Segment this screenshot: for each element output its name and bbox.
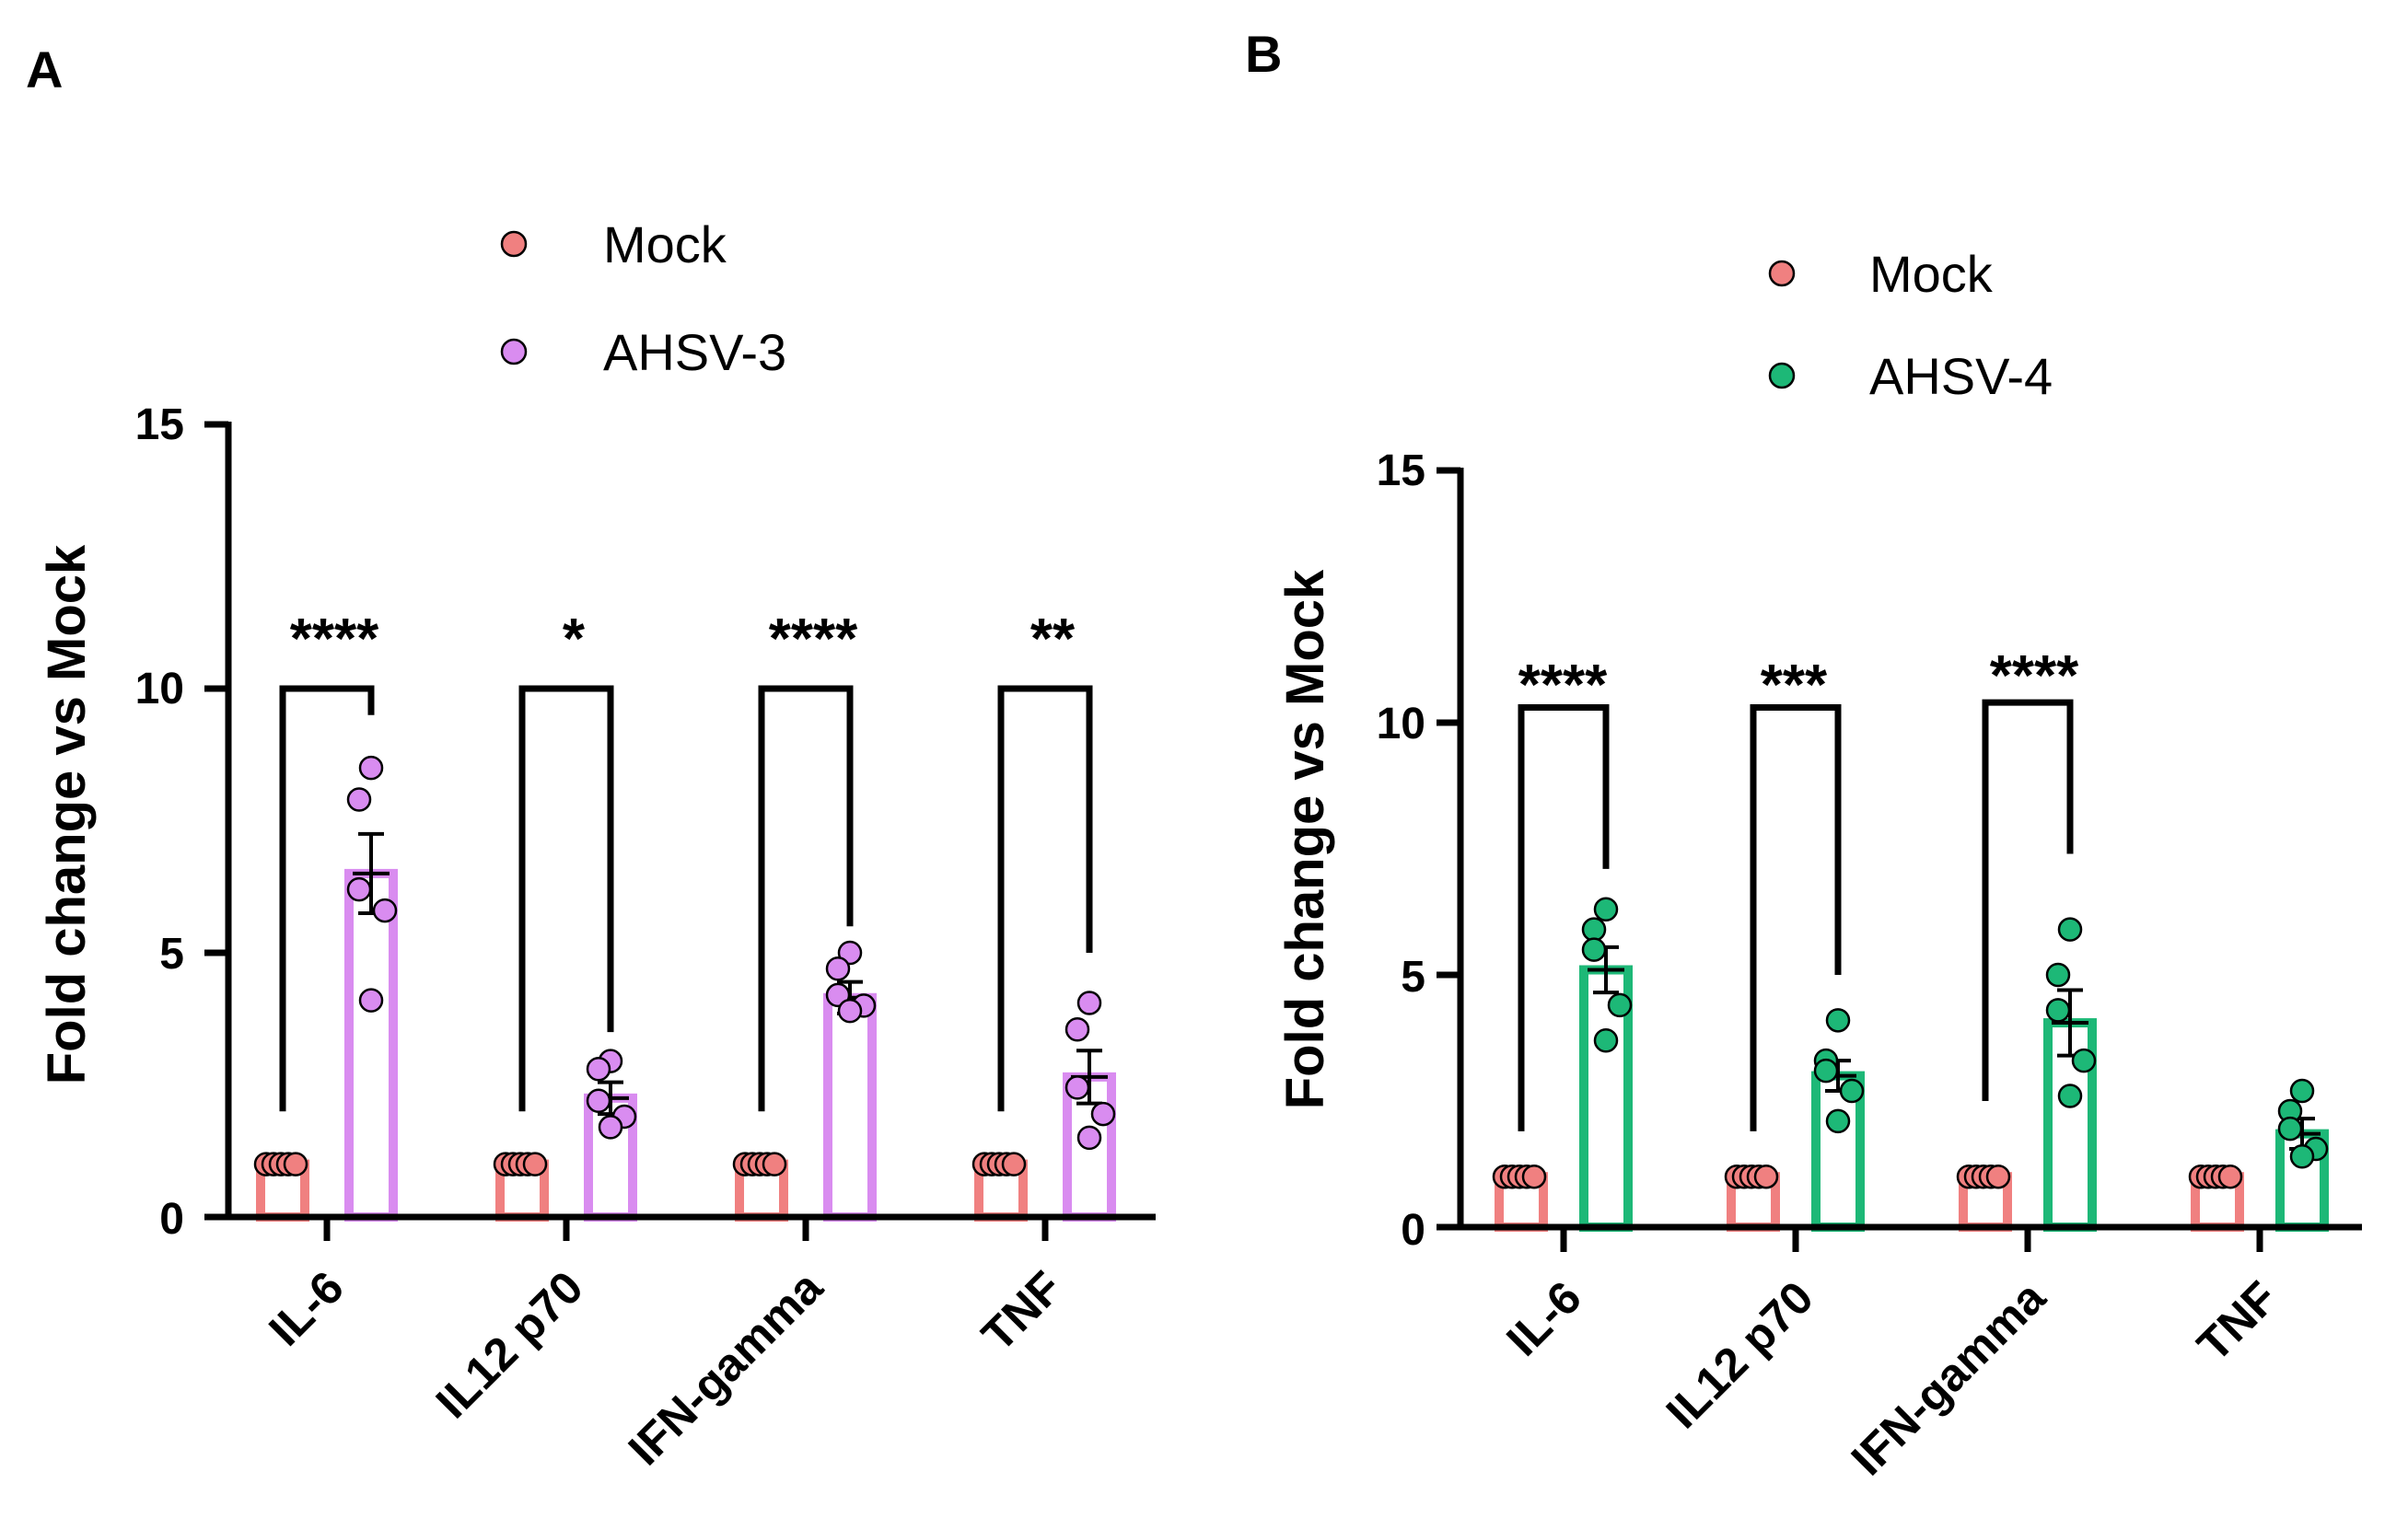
significance-bracket bbox=[1518, 704, 1610, 1131]
legend-mock-label: Mock bbox=[1869, 245, 1994, 303]
panel-b-xtick-label: IFN-gamma bbox=[1842, 1270, 2056, 1485]
data-point-treated bbox=[2071, 1048, 2097, 1073]
data-point-treated bbox=[1593, 1027, 1619, 1053]
significance-bracket bbox=[1982, 699, 2074, 1101]
significance-bracket bbox=[1750, 704, 1842, 1131]
panel-a-ytick-label: 5 bbox=[159, 930, 184, 979]
panel-b: B Mock AHSV-4 Fold change vs Mock 0 5 10… bbox=[1245, 25, 2362, 1485]
data-point-treated bbox=[1607, 992, 1633, 1018]
significance-label: *** bbox=[1761, 654, 1828, 717]
data-point-mock bbox=[2217, 1164, 2243, 1189]
panel-a-label: A bbox=[26, 41, 63, 99]
legend-ahsv4-marker bbox=[1768, 362, 1796, 389]
panel-a-x-ticks: IL-6 IL12 p70 IFN-gamma TNF bbox=[259, 1217, 1072, 1475]
data-point-treated bbox=[837, 998, 863, 1024]
panel-a-legend: Mock AHSV-3 bbox=[500, 215, 786, 381]
significance-label: **** bbox=[1518, 654, 1608, 717]
data-point-treated bbox=[586, 1057, 611, 1082]
panel-a-y-ticks: 0 5 10 15 bbox=[135, 400, 228, 1244]
panel-a-significance: **** * **** ** bbox=[290, 608, 1076, 671]
significance-bracket bbox=[279, 685, 375, 1112]
data-point-treated bbox=[2057, 917, 2083, 942]
panel-b-xtick-label: IL-6 bbox=[1496, 1271, 1590, 1365]
data-point-treated bbox=[1839, 1078, 1865, 1104]
panel-b-ytick-label: 5 bbox=[1401, 953, 1425, 1002]
panel-b-y-axis-title: Fold change vs Mock bbox=[1275, 569, 1335, 1109]
legend-mock-marker bbox=[500, 230, 528, 258]
data-point-mock bbox=[522, 1152, 548, 1176]
panel-b-legend: Mock AHSV-4 bbox=[1768, 245, 2053, 405]
data-point-mock bbox=[762, 1152, 787, 1176]
data-point-treated bbox=[372, 898, 398, 923]
data-point-treated bbox=[346, 876, 372, 902]
data-point-treated bbox=[2057, 1084, 2083, 1108]
panel-a-ytick-label: 15 bbox=[135, 400, 184, 449]
significance-bracket bbox=[518, 685, 614, 1112]
significance-label: **** bbox=[1990, 644, 2079, 708]
bar-treated bbox=[823, 992, 877, 1223]
significance-bracket bbox=[997, 685, 1093, 1112]
panel-a-ytick-label: 10 bbox=[135, 665, 184, 713]
panel-a-plot-area bbox=[253, 685, 1116, 1223]
data-point-treated bbox=[346, 787, 372, 812]
panel-b-label: B bbox=[1245, 25, 1282, 83]
data-point-treated bbox=[358, 988, 384, 1013]
data-point-treated bbox=[1064, 1075, 1090, 1100]
panel-b-ytick-label: 0 bbox=[1401, 1206, 1425, 1255]
data-point-treated bbox=[2289, 1078, 2315, 1104]
data-point-treated bbox=[1076, 1125, 1102, 1151]
legend-ahsv3-marker bbox=[500, 338, 528, 365]
significance-bracket bbox=[758, 685, 854, 1112]
data-point-treated bbox=[1090, 1101, 1116, 1127]
data-point-mock bbox=[1753, 1164, 1779, 1189]
data-point-treated bbox=[1581, 917, 1607, 942]
panel-a-xtick-label: IL-6 bbox=[259, 1261, 353, 1355]
legend-mock-marker bbox=[1768, 260, 1796, 287]
data-point-treated bbox=[1581, 937, 1607, 962]
panel-a-ytick-label: 0 bbox=[159, 1195, 184, 1244]
panel-a: A Mock AHSV-3 Fold change vs Mock 0 5 10… bbox=[26, 41, 1156, 1475]
data-point-treated bbox=[2277, 1116, 2303, 1142]
panel-b-ytick-label: 15 bbox=[1377, 446, 1425, 495]
panel-b-xtick-label: IL12 p70 bbox=[1657, 1271, 1823, 1438]
panel-a-xtick-label: IL12 p70 bbox=[426, 1261, 593, 1428]
legend-ahsv3-label: AHSV-3 bbox=[603, 323, 786, 381]
legend-mock-label: Mock bbox=[603, 215, 727, 273]
panel-b-significance: **** *** **** bbox=[1518, 644, 2079, 717]
panel-b-plot-area bbox=[1492, 699, 2329, 1233]
significance-label: **** bbox=[290, 608, 379, 671]
data-point-treated bbox=[1593, 897, 1619, 922]
legend-ahsv4-label: AHSV-4 bbox=[1869, 347, 2053, 405]
significance-label: ** bbox=[1030, 608, 1076, 671]
data-point-treated bbox=[2045, 962, 2071, 988]
significance-label: * bbox=[563, 608, 586, 671]
data-point-treated bbox=[598, 1115, 623, 1140]
data-point-treated bbox=[358, 755, 384, 781]
data-point-treated bbox=[2045, 998, 2071, 1023]
significance-label: **** bbox=[769, 608, 858, 671]
panel-a-y-axis-title: Fold change vs Mock bbox=[37, 544, 97, 1084]
data-point-mock bbox=[283, 1152, 308, 1176]
data-point-treated bbox=[586, 1088, 611, 1113]
panel-a-xtick-label: TNF bbox=[971, 1261, 1071, 1361]
data-point-mock bbox=[1001, 1152, 1027, 1176]
data-point-treated bbox=[2289, 1144, 2315, 1169]
data-point-treated bbox=[1813, 1058, 1839, 1084]
data-point-treated bbox=[1825, 1008, 1851, 1033]
panel-b-x-ticks: IL-6 IL12 p70 IFN-gamma TNF bbox=[1496, 1227, 2287, 1485]
bar-treated bbox=[344, 868, 398, 1223]
data-point-mock bbox=[1521, 1164, 1547, 1189]
panel-a-xtick-label: IFN-gamma bbox=[619, 1260, 833, 1475]
panel-b-ytick-label: 10 bbox=[1377, 700, 1425, 748]
data-point-treated bbox=[1076, 991, 1102, 1015]
panel-b-xtick-label: TNF bbox=[2187, 1271, 2286, 1371]
data-point-mock bbox=[1985, 1164, 2011, 1189]
data-point-treated bbox=[825, 956, 851, 981]
data-point-treated bbox=[1064, 1016, 1090, 1042]
data-point-treated bbox=[1825, 1108, 1851, 1134]
panel-b-y-ticks: 0 5 10 15 bbox=[1377, 446, 1460, 1255]
